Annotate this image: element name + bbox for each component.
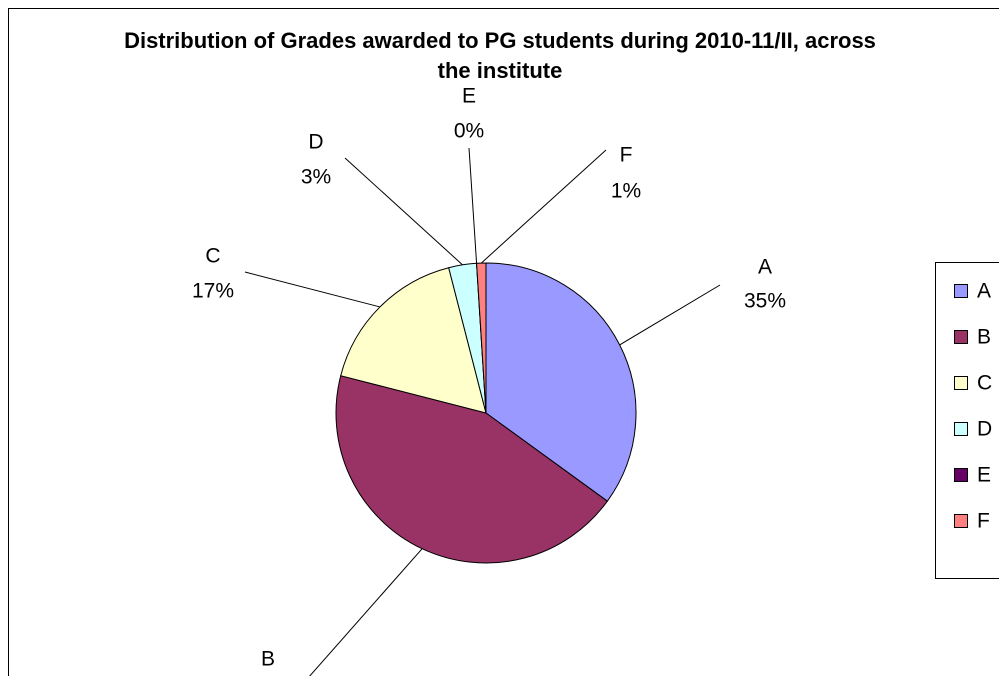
- legend-label: B: [977, 326, 991, 349]
- slice-value-label: 3%: [301, 166, 331, 189]
- leader-line: [244, 271, 381, 308]
- slice-value-label: 0%: [454, 120, 484, 143]
- legend-swatch: [954, 514, 968, 528]
- pie-slice: [476, 262, 487, 414]
- legend-label: A: [977, 280, 991, 303]
- slice-value-label: 35%: [744, 290, 786, 313]
- leader-line: [619, 284, 721, 346]
- slice-category-label: F: [620, 144, 633, 167]
- pie-slice: [340, 267, 487, 414]
- slice-category-label: B: [261, 648, 275, 671]
- slice-category-label: C: [205, 245, 220, 268]
- slice-category-label: E: [462, 85, 476, 108]
- legend-label: E: [977, 464, 991, 487]
- slice-value-label: 1%: [611, 180, 641, 203]
- legend-swatch: [954, 330, 968, 344]
- slice-category-label: A: [758, 256, 772, 279]
- leader-line: [480, 149, 607, 264]
- legend-swatch: [954, 468, 968, 482]
- pie-slice: [485, 262, 637, 502]
- chart-title: Distribution of Grades awarded to PG stu…: [124, 28, 876, 83]
- pie-slice: [335, 375, 609, 564]
- leader-line: [344, 157, 463, 266]
- legend-swatch: [954, 376, 968, 390]
- legend-label: C: [977, 372, 992, 395]
- legend-swatch: [954, 284, 968, 298]
- leader-line: [468, 147, 478, 264]
- slice-category-label: D: [308, 131, 323, 154]
- legend-label: F: [977, 510, 990, 533]
- legend-label: D: [977, 418, 992, 441]
- legend-swatch: [954, 422, 968, 436]
- slice-value-label: 17%: [192, 280, 234, 303]
- leader-line: [309, 548, 423, 676]
